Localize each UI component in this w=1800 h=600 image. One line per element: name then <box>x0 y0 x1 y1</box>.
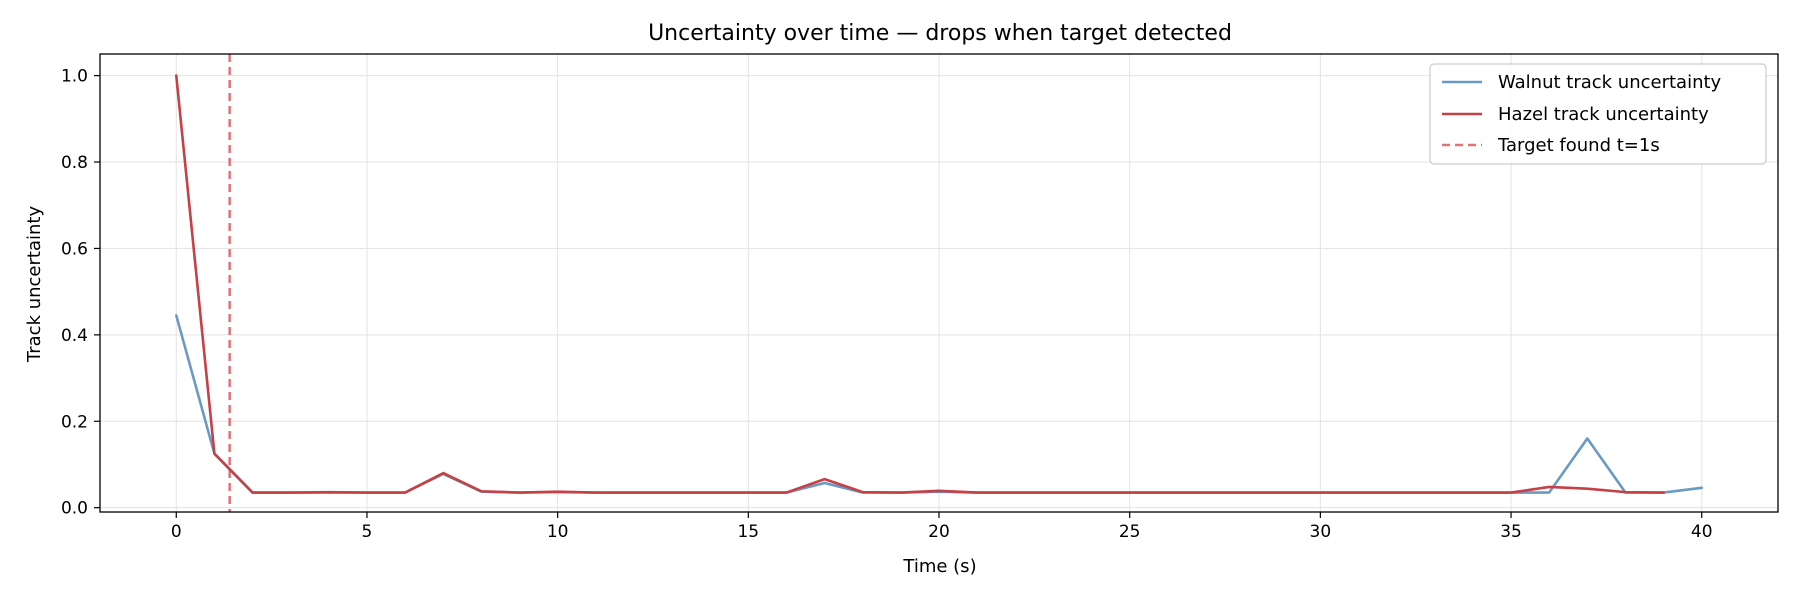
hazel-series-line <box>174 74 1665 494</box>
axis-ticks: 0 5 10 15 20 25 30 35 40 0.0 0.2 0.4 0.6 0.8 1.0 <box>61 67 1713 542</box>
x-tick-label: 0 <box>171 522 182 542</box>
legend-label-hazel: Hazel track uncertainty <box>1498 104 1709 125</box>
y-tick-label: 0.0 <box>61 499 88 519</box>
x-tick-label: 25 <box>1119 522 1141 542</box>
y-tick-label: 0.4 <box>61 326 88 346</box>
x-tick-label: 35 <box>1500 522 1522 542</box>
legend-label-target-found: Target found t=1s <box>1497 135 1660 156</box>
x-tick-label: 10 <box>547 522 569 542</box>
chart-title: Uncertainty over time — drops when targe… <box>648 21 1232 46</box>
y-tick-label: 1.0 <box>61 67 88 87</box>
y-axis-label: Track uncertainty <box>24 206 45 364</box>
series-lines <box>174 74 1704 494</box>
x-tick-label: 15 <box>737 522 759 542</box>
legend-label-walnut: Walnut track uncertainty <box>1498 72 1722 93</box>
y-tick-label: 0.6 <box>61 239 88 259</box>
x-tick-label: 5 <box>362 522 373 542</box>
x-tick-label: 40 <box>1691 522 1713 542</box>
x-axis-label: Time (s) <box>902 556 976 577</box>
legend-box <box>1429 63 1767 165</box>
legend: Walnut track uncertainty Hazel track unc… <box>1429 63 1767 165</box>
x-tick-label: 30 <box>1310 522 1332 542</box>
x-tick-label: 20 <box>928 522 950 542</box>
y-tick-label: 0.8 <box>61 153 88 173</box>
y-tick-label: 0.2 <box>61 412 88 432</box>
